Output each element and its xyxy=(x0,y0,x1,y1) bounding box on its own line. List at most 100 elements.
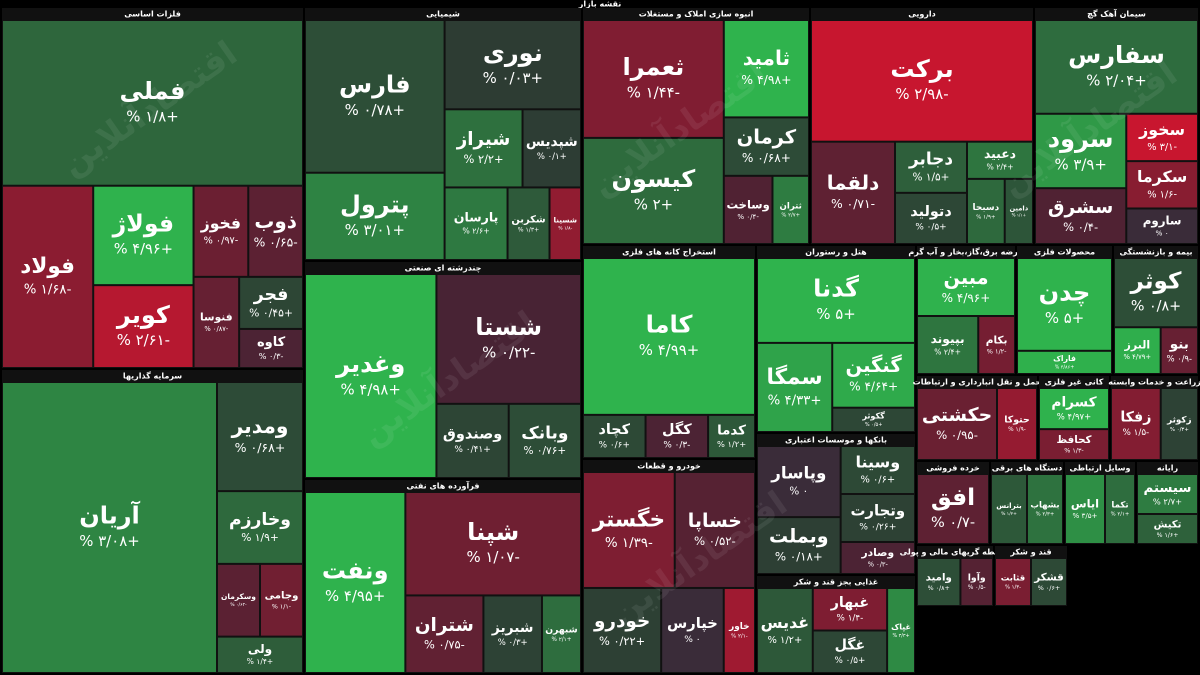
tile-change: +۱/۲ % xyxy=(1001,511,1017,517)
tile xyxy=(1018,259,1111,350)
sector-name: دارویی xyxy=(908,10,936,19)
tile xyxy=(218,637,302,672)
sector: چندرشته ای صنعتی وغدیر +۴/۹۸ % شستا -۰/۲۲ % و… xyxy=(305,262,581,478)
tile-change: -۱/۸ % xyxy=(558,226,572,232)
tile-name: خودرو xyxy=(593,611,650,632)
sector: انبوه سازی املاک و مستغلات ثعمرا -۱/۴۴ % کی… xyxy=(583,8,809,244)
tile-name: آریان xyxy=(79,501,140,530)
tile-change: -۱/۶ % xyxy=(1147,189,1177,200)
tile-change: +۰/۶۸ % xyxy=(742,151,791,165)
tile xyxy=(1138,475,1197,513)
tile xyxy=(484,596,541,672)
tile-change: +۰/۴۵ % xyxy=(249,306,293,319)
tile-change: +۰/۶ % xyxy=(599,441,630,451)
tile-change: +۳/۵ % xyxy=(1073,511,1098,520)
tile xyxy=(550,188,580,259)
tile xyxy=(996,559,1030,605)
sector: دارویی برکت -۲/۹۸ % دلقما -۰/۷۱ % دجابر+۱/۵ %… xyxy=(811,8,1033,244)
tile-change: +۴/۸۶ % xyxy=(1055,365,1074,371)
tile-name: شبریز xyxy=(491,620,534,636)
tile xyxy=(1127,114,1197,161)
tile xyxy=(833,343,914,407)
tile xyxy=(812,21,1032,141)
tile-name: سیستم xyxy=(1144,481,1192,496)
tile xyxy=(306,173,444,259)
tile-name: وتجارت xyxy=(850,501,905,519)
tile-name: وآوا xyxy=(968,571,986,583)
tile-change: +۱/۳ % xyxy=(518,227,539,234)
tile xyxy=(240,329,302,367)
tile-change: -۱/۱ % xyxy=(272,603,291,610)
tile-change: -۰/۵۲ % xyxy=(694,534,736,548)
tile-name: ایاس xyxy=(1071,496,1099,510)
tile-name: خاور xyxy=(728,622,749,632)
tile-name: چدن xyxy=(1039,279,1091,307)
tile xyxy=(445,110,522,187)
sector: هتل و رستوران گدنا +۵ % سمگا +۴/۳۳ % گنگین +۴/… xyxy=(757,246,915,432)
tile-change: +۲ % xyxy=(634,195,673,213)
tile-name: بپیوند xyxy=(931,332,965,346)
tile-name: فجر xyxy=(253,285,289,305)
tile-change: +۲/۶ % xyxy=(462,226,489,235)
tile-name: شپدیس xyxy=(526,134,578,150)
tile-name: ثامید xyxy=(743,46,790,70)
tile-change: -۲/۱ % xyxy=(731,633,748,639)
tile-name: ونفت xyxy=(322,557,389,585)
tile-name: وغدیر xyxy=(335,350,405,378)
tile xyxy=(1040,389,1108,429)
tile-name: تکما xyxy=(1111,501,1128,511)
tile-change: +۱/۹ % xyxy=(241,531,279,544)
tile-change: +۱/۴ % xyxy=(247,657,273,666)
tile-change: +۳/۰۸ % xyxy=(79,532,139,550)
tile xyxy=(1112,389,1160,459)
tile-name: دتولید xyxy=(910,204,951,220)
sector-name: عرضه برق،گاز،بخار و آب گرم xyxy=(908,247,1023,257)
sector-name: هتل و رستوران xyxy=(805,248,867,257)
tile xyxy=(1005,179,1032,243)
chart-title: نقشه بازار xyxy=(578,0,622,9)
tile-change: -۱/۶۸ % xyxy=(24,283,72,298)
tile xyxy=(194,277,239,367)
tile xyxy=(773,176,808,243)
tile-change: +۲/۲ % xyxy=(464,152,504,166)
tile-name: سفارس xyxy=(1068,41,1165,69)
tile xyxy=(918,259,1014,315)
sector: استخراج کانه های فلزی کاما +۴/۹۹ % کچاد +۰/۶… xyxy=(583,246,755,458)
sector: کانی غیر فلزی کسرام +۴/۹۷ % کحافظ-۱/۳ % xyxy=(1039,376,1109,460)
tile-name: ذوب xyxy=(254,210,297,233)
tile xyxy=(1161,389,1197,459)
tile-name: شبهرن xyxy=(545,625,577,636)
tile-change: +۱/۵ % xyxy=(913,171,950,183)
tile-name: قشکر xyxy=(1033,571,1064,583)
tile-change: -۰/۴ % xyxy=(1063,220,1098,234)
tile xyxy=(841,447,914,493)
tile-name: سشرق xyxy=(1048,197,1113,218)
tile-change: +۴/۹۸ % xyxy=(341,380,401,398)
sector: فلزات اساسی فملی +۱/۸ % فولاد -۱/۶۸ % فولاژ +۴… xyxy=(2,8,303,368)
sector: عرضه برق،گاز،بخار و آب گرم مبین +۴/۹۶ % بپی… xyxy=(908,246,1024,374)
tile xyxy=(542,596,580,672)
tile xyxy=(406,493,580,595)
tile-change: +۰/۲۶ % xyxy=(859,521,896,532)
tile xyxy=(437,275,580,403)
tile-change: +۰/۶ % xyxy=(1038,584,1061,592)
tile-name: کویر xyxy=(116,301,170,329)
sector: دستگاه های برقی بترانس+۱/۲ % بشهاب+۲/۳ % xyxy=(991,462,1063,544)
tile xyxy=(584,21,723,137)
tile-name: بکام xyxy=(986,334,1008,346)
tile-name: ومدیر xyxy=(231,414,289,438)
tile-name: وصندوق xyxy=(443,426,502,442)
tile-change: -۰/۳ % xyxy=(663,441,690,451)
tile xyxy=(240,277,302,328)
sector-name: خودرو و قطعات xyxy=(637,462,701,471)
tile xyxy=(675,473,754,587)
tile xyxy=(662,588,723,672)
tile-change: +۴/۶۴ % xyxy=(849,379,898,393)
tile-name: کاما xyxy=(646,311,693,339)
tile xyxy=(218,492,302,563)
tile-change: +۱/۹ % xyxy=(976,214,996,220)
tile-name: پارسان xyxy=(454,210,499,225)
tile-change: -۱/۴۴ % xyxy=(627,83,680,101)
tile-name: غگل xyxy=(835,636,866,653)
sector: خرده فروشی افق -۰/۷ % xyxy=(917,462,989,544)
